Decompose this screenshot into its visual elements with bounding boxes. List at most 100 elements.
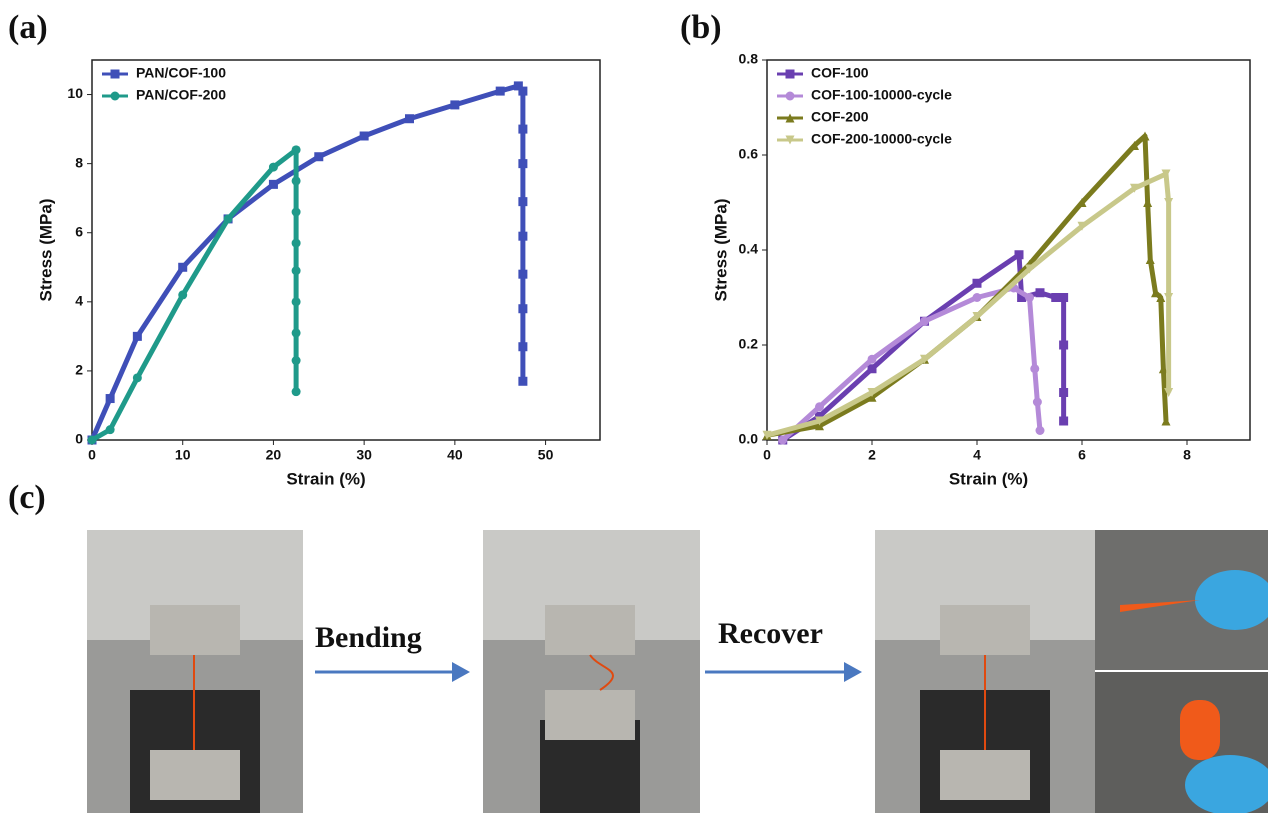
marker — [291, 266, 301, 276]
x-tick-label: 2 — [868, 447, 876, 463]
marker — [920, 354, 929, 364]
photo-detail — [150, 605, 240, 655]
marker — [972, 312, 982, 321]
marker — [815, 416, 824, 426]
marker — [1077, 198, 1087, 207]
legend-marker — [785, 69, 795, 79]
x-tick-label: 20 — [266, 447, 282, 463]
y-tick-label: 8 — [75, 154, 83, 170]
panel-label: (a) — [8, 9, 48, 46]
marker — [1035, 288, 1045, 298]
marker — [105, 425, 115, 435]
marker — [405, 114, 414, 124]
marker — [132, 331, 142, 341]
photo-detail — [940, 750, 1030, 800]
marker — [359, 131, 369, 141]
arrow-head — [452, 662, 470, 682]
panel-label: (b) — [680, 9, 722, 46]
marker — [815, 421, 824, 431]
marker — [87, 435, 97, 445]
marker — [867, 354, 877, 364]
marker — [518, 342, 528, 352]
marker — [1143, 198, 1153, 207]
x-tick-label: 8 — [1183, 447, 1191, 463]
marker — [518, 376, 528, 386]
marker — [1164, 293, 1174, 302]
y-tick-label: 0.0 — [739, 431, 759, 447]
marker — [762, 430, 772, 440]
legend-label: COF-100-10000-cycle — [811, 87, 952, 103]
marker — [1164, 198, 1174, 207]
x-tick-label: 0 — [88, 447, 96, 463]
film — [1180, 700, 1220, 760]
series-line — [766, 133, 1169, 438]
step-label: Bending — [315, 621, 422, 654]
marker — [518, 269, 528, 279]
marker — [1017, 293, 1027, 302]
y-tick-label: 0.6 — [739, 146, 759, 162]
marker — [815, 402, 824, 412]
y-tick-label: 0.4 — [739, 241, 759, 257]
marker — [778, 435, 788, 445]
marker — [291, 238, 301, 248]
marker — [1030, 364, 1040, 374]
series-line — [766, 171, 1172, 438]
marker — [178, 262, 188, 272]
x-axis-label: Strain (%) — [949, 469, 1028, 488]
x-axis-label: Strain (%) — [286, 469, 365, 488]
marker — [268, 179, 278, 189]
y-axis-label: Stress (MPa) — [36, 199, 55, 302]
x-tick-label: 0 — [763, 447, 771, 463]
marker — [1051, 293, 1061, 302]
marker — [518, 86, 528, 96]
marker — [513, 81, 523, 91]
photo-detail — [940, 605, 1030, 655]
x-tick-label: 40 — [447, 447, 463, 463]
series-line — [781, 285, 1043, 442]
panel-label: (c) — [8, 479, 46, 516]
marker — [972, 278, 982, 288]
step-label: Recover — [718, 617, 823, 650]
marker — [1059, 388, 1069, 397]
marker — [867, 388, 877, 397]
legend-marker — [785, 113, 795, 123]
marker — [518, 197, 528, 207]
x-tick-label: 10 — [175, 447, 191, 463]
marker — [223, 214, 233, 224]
x-tick-label: 30 — [356, 447, 372, 463]
marker — [1025, 293, 1034, 302]
legend-label: COF-100 — [811, 65, 869, 81]
marker — [1156, 293, 1166, 302]
marker — [1130, 141, 1139, 150]
fiber — [589, 654, 614, 691]
photo-detail — [545, 690, 635, 740]
y-tick-label: 4 — [75, 293, 83, 309]
photo-detail — [150, 750, 240, 800]
marker — [495, 86, 505, 96]
y-tick-label: 10 — [67, 85, 83, 101]
marker — [291, 145, 301, 155]
series-line — [781, 252, 1067, 443]
film — [1120, 600, 1200, 612]
x-tick-label: 50 — [538, 447, 554, 463]
marker — [518, 159, 528, 169]
x-tick-label: 4 — [973, 447, 981, 463]
marker — [1025, 264, 1034, 274]
legend-label: PAN/COF-100 — [136, 65, 226, 81]
y-tick-label: 0.2 — [739, 336, 759, 352]
y-tick-label: 2 — [75, 362, 83, 378]
marker — [268, 162, 278, 172]
marker — [1032, 397, 1042, 407]
marker — [291, 328, 301, 338]
y-tick-label: 0 — [75, 431, 83, 447]
plot-frame — [91, 59, 601, 441]
marker — [105, 394, 115, 404]
marker — [132, 373, 142, 383]
marker — [920, 316, 929, 326]
legend-label: COF-200 — [811, 109, 869, 125]
marker — [291, 387, 301, 397]
marker — [1145, 255, 1155, 264]
marker — [518, 124, 528, 134]
marker — [1140, 131, 1150, 141]
